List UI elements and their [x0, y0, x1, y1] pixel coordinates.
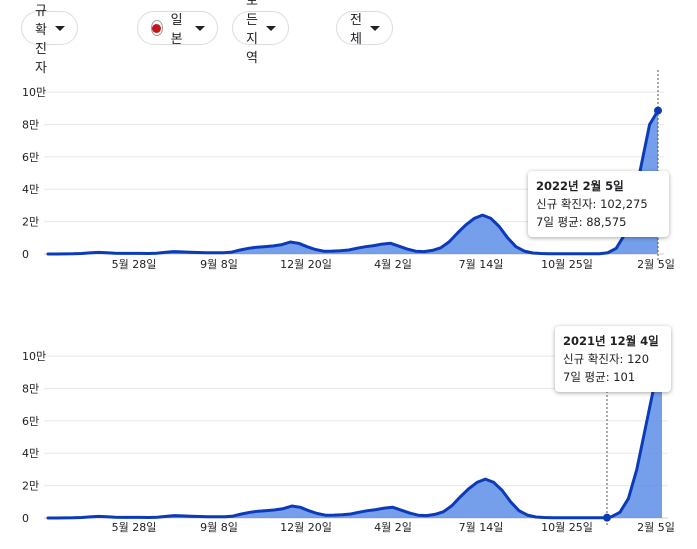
caret-down-icon — [265, 25, 276, 31]
x-tick-label: 10월 25일 — [541, 257, 593, 271]
hover-marker — [603, 513, 611, 522]
cases-chart-hover[interactable]: 10만 8만 6만 4만 2만 0 5월 28일 9월 8일 12월 20일 4월 2일 7월 14… — [0, 331, 697, 549]
caret-down-icon — [54, 25, 65, 31]
country-dropdown[interactable]: 일본 — [137, 11, 218, 47]
x-tick-label: 7월 14일 — [459, 257, 504, 271]
x-tick-label: 9월 8일 — [200, 257, 238, 271]
metric-dropdown[interactable]: 신규 확진자 — [21, 4, 78, 76]
seven-day-average-line — [46, 354, 664, 520]
y-tick-label: 6만 — [22, 415, 39, 428]
cases-chart-current[interactable]: 10만 8만 6만 4만 2만 0 5월 28일 9월 8일 12월 20일 4월 2일 7월 14… — [0, 70, 697, 285]
y-tick-label: 0 — [22, 512, 29, 525]
japan-flag-icon — [151, 20, 163, 36]
x-tick-label: 7월 14일 — [459, 520, 504, 534]
period-dropdown-label: 전체 — [350, 13, 362, 47]
x-tick-label: 4월 2일 — [374, 257, 412, 271]
x-tick-label: 12월 20일 — [280, 257, 332, 271]
x-tick-label: 5월 28일 — [112, 257, 157, 271]
country-dropdown-label: 일본 — [170, 13, 183, 47]
period-dropdown[interactable]: 전체 — [336, 11, 393, 47]
y-tick-label: 0 — [22, 248, 29, 261]
region-dropdown[interactable]: 모든 지역 — [232, 0, 289, 66]
tooltip-date: 2022년 2월 5일 — [536, 179, 624, 193]
y-tick-label: 4만 — [22, 447, 39, 460]
tooltip-new-cases: 신규 확진자: 102,275 — [536, 197, 648, 211]
y-tick-label: 8만 — [22, 118, 39, 131]
tooltip-7day-average: 7일 평균: 101 — [563, 370, 636, 384]
metric-dropdown-label: 신규 확진자 — [35, 3, 47, 76]
caret-down-icon — [194, 25, 205, 31]
chart-tooltip: 2021년 12월 4일 신규 확진자: 120 7일 평균: 101 — [555, 326, 671, 392]
tooltip-new-cases: 신규 확진자: 120 — [563, 352, 650, 366]
y-tick-label: 6만 — [22, 151, 39, 164]
y-tick-label: 8만 — [22, 382, 39, 395]
tooltip-7day-average: 7일 평균: 88,575 — [536, 215, 627, 229]
hover-marker — [654, 106, 662, 115]
caret-down-icon — [369, 25, 380, 31]
x-tick-label: 12월 20일 — [280, 520, 332, 534]
y-tick-label: 2만 — [22, 216, 39, 229]
x-tick-label: 10월 25일 — [541, 520, 593, 534]
x-tick-label: 4월 2일 — [374, 520, 412, 534]
y-tick-label: 10만 — [22, 350, 46, 363]
y-tick-label: 10만 — [22, 86, 46, 99]
x-tick-label: 2월 5일 — [637, 520, 675, 534]
chart-tooltip: 2022년 2월 5일 신규 확진자: 102,275 7일 평균: 88,57… — [528, 171, 669, 237]
tooltip-date: 2021년 12월 4일 — [563, 334, 659, 348]
region-dropdown-label: 모든 지역 — [246, 0, 258, 66]
y-tick-label: 2만 — [22, 480, 39, 493]
x-tick-label: 9월 8일 — [200, 520, 238, 534]
x-tick-label: 2월 5일 — [637, 257, 675, 271]
seven-day-average-line — [46, 109, 660, 256]
y-tick-label: 4만 — [22, 183, 39, 196]
x-tick-label: 5월 28일 — [112, 520, 157, 534]
